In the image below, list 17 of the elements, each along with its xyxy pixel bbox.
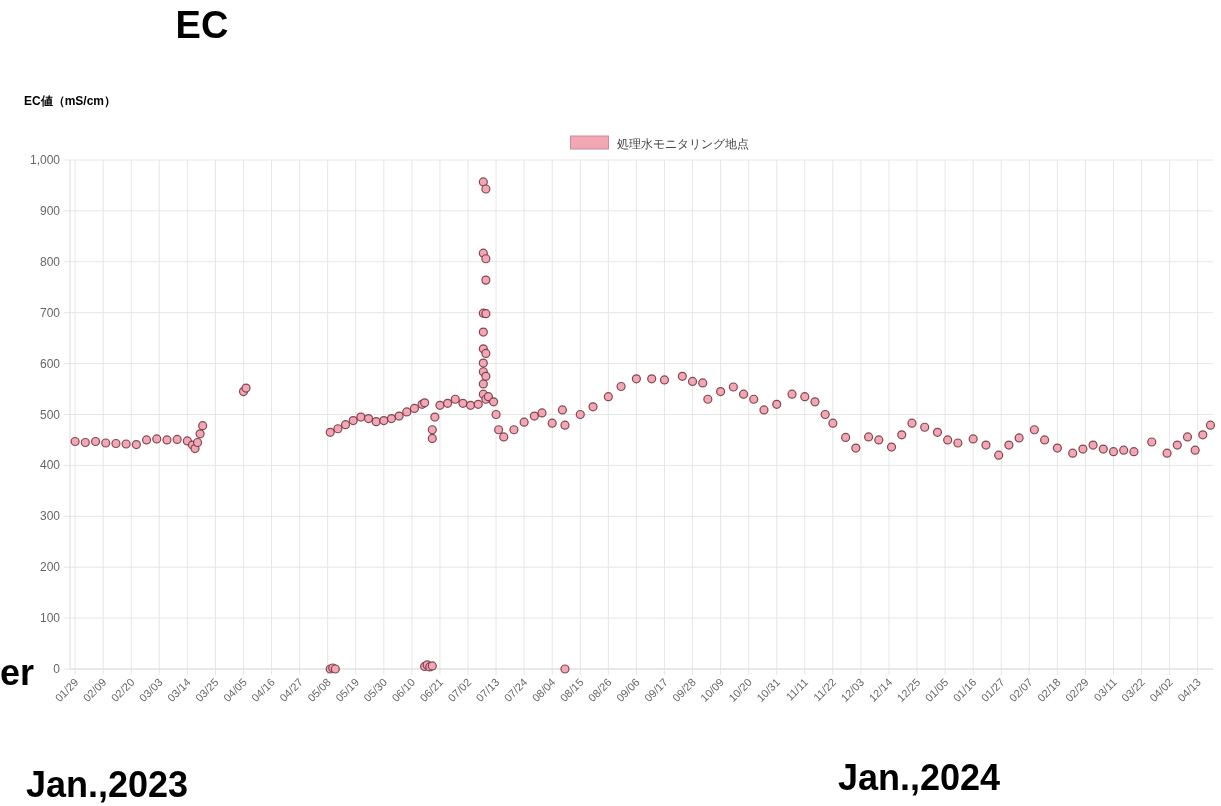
text: Jan.,2024 (838, 757, 1001, 798)
legend-label: 処理水モニタリング地点 (616, 137, 749, 151)
y-tick-label: 300 (39, 509, 61, 524)
y-tick-label: 800 (39, 254, 61, 269)
y-tick-label: 200 (39, 560, 61, 575)
y-tick-label: 700 (39, 305, 61, 320)
y-tick-label: 600 (39, 356, 61, 371)
y-tick-label: 500 (39, 407, 61, 422)
y-tick-label: 400 (39, 458, 61, 473)
text: er (0, 652, 35, 693)
chart-title: EC (175, 4, 229, 46)
y-tick-label: 900 (39, 203, 61, 218)
y-axis-title: EC値（mS/cm） (24, 94, 117, 108)
y-tick-label: 100 (39, 611, 61, 626)
y-tick-label: 0 (53, 662, 61, 676)
y-tick-label: 1,000 (29, 153, 61, 167)
text: Jan.,2023 (26, 764, 189, 805)
